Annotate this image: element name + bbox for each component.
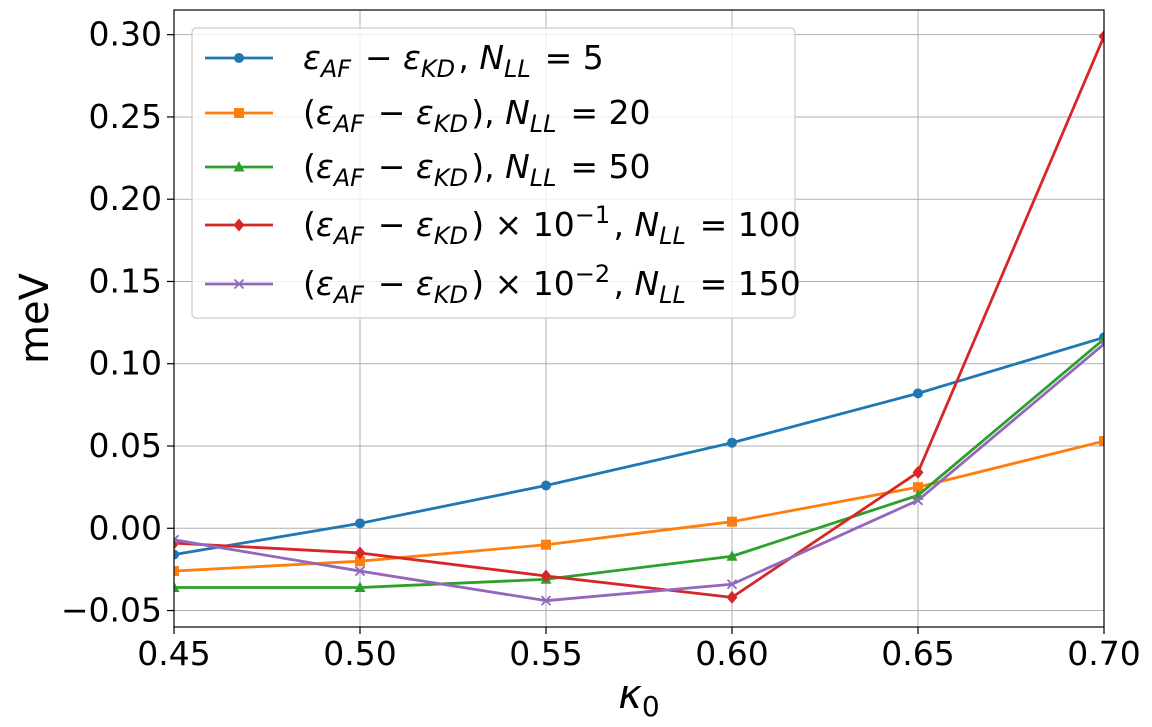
legend-label: (εAF − εKD ) × 10−1 , NLL = 100	[303, 201, 801, 250]
series	[174, 29, 1104, 604]
tick-layer: 0.45 0.50 0.55 0.60 0.65 0.70 −0.05 0.00 0.05 0.1…	[61, 15, 1141, 673]
y-axis-label: meV	[12, 272, 58, 364]
x-tick-label: 0.70	[1067, 634, 1140, 673]
data-point	[1099, 436, 1104, 447]
series-line	[174, 337, 1104, 589]
data-point	[913, 482, 923, 493]
legend-entry: (εAF − εKD ) × 10−2 , NLL = 150	[205, 260, 801, 309]
data-point	[233, 161, 245, 172]
data-point	[355, 518, 365, 529]
data-point	[726, 550, 738, 561]
data-point	[234, 108, 244, 118]
legend: εAF − εKD , NLL = 5 (εAF − εKD ), NLL = 2…	[191, 27, 801, 319]
legend-label: εAF − εKD , NLL = 5	[303, 38, 604, 83]
series-line	[174, 35, 1104, 599]
data-point	[234, 53, 244, 63]
legend-entry: (εAF − εKD ), NLL = 20	[205, 93, 650, 138]
legend-box	[191, 27, 796, 319]
data-point	[912, 465, 924, 479]
data-point	[1098, 29, 1104, 43]
x-tick-label: 0.60	[695, 634, 768, 673]
data-point	[354, 546, 366, 560]
y-tick-label: 0.25	[89, 97, 162, 136]
data-point	[174, 534, 180, 545]
data-point	[726, 579, 738, 590]
x-axis-label: κ0	[618, 672, 659, 723]
y-tick-label: −0.05	[61, 591, 162, 630]
series-line	[174, 439, 1104, 573]
x-tick-label: 0.55	[509, 634, 582, 673]
series	[174, 436, 1104, 577]
x-tick-label: 0.50	[323, 634, 396, 673]
data-point	[726, 590, 738, 604]
data-point	[913, 388, 923, 399]
data-point	[174, 549, 179, 560]
data-point	[541, 480, 551, 491]
y-tick-label: 0.20	[89, 179, 162, 218]
y-tick-label: 0.10	[89, 344, 162, 383]
legend-entry: (εAF − εKD ) × 10−1 , NLL = 100	[205, 201, 801, 250]
series-line	[174, 336, 1104, 556]
y-tick-label: 0.15	[89, 261, 162, 300]
series	[174, 338, 1104, 606]
legend-label: (εAF − εKD ) × 10−2 , NLL = 150	[303, 260, 801, 309]
x-tick-label: 0.65	[881, 634, 954, 673]
legend-entry: (εAF − εKD ), NLL = 50	[205, 147, 650, 192]
y-tick-label: 0.30	[89, 15, 162, 54]
y-tick-label: 0.00	[89, 508, 162, 547]
plot-frame	[173, 9, 1105, 628]
x-tick-label: 0.45	[137, 634, 210, 673]
data-point	[540, 595, 552, 606]
legend-label: (εAF − εKD ), NLL = 50	[303, 147, 650, 192]
y-tick-label: 0.05	[89, 426, 162, 465]
data-point	[541, 539, 551, 550]
data-point	[1098, 338, 1104, 350]
legend-entry: εAF − εKD , NLL = 5	[205, 38, 604, 83]
series-line	[174, 342, 1104, 603]
data-point	[354, 581, 366, 593]
data-point	[727, 437, 737, 448]
data-point	[354, 565, 366, 577]
data-point	[233, 278, 245, 290]
series	[174, 332, 1104, 560]
data-point	[233, 218, 245, 232]
data-point	[174, 581, 180, 593]
legend-label: (εAF − εKD ), NLL = 20	[303, 93, 650, 138]
series-layer	[174, 29, 1104, 606]
data-point	[355, 556, 365, 567]
data-point	[727, 516, 737, 527]
data-point	[912, 495, 924, 506]
data-point	[174, 566, 179, 577]
data-point	[540, 569, 552, 583]
